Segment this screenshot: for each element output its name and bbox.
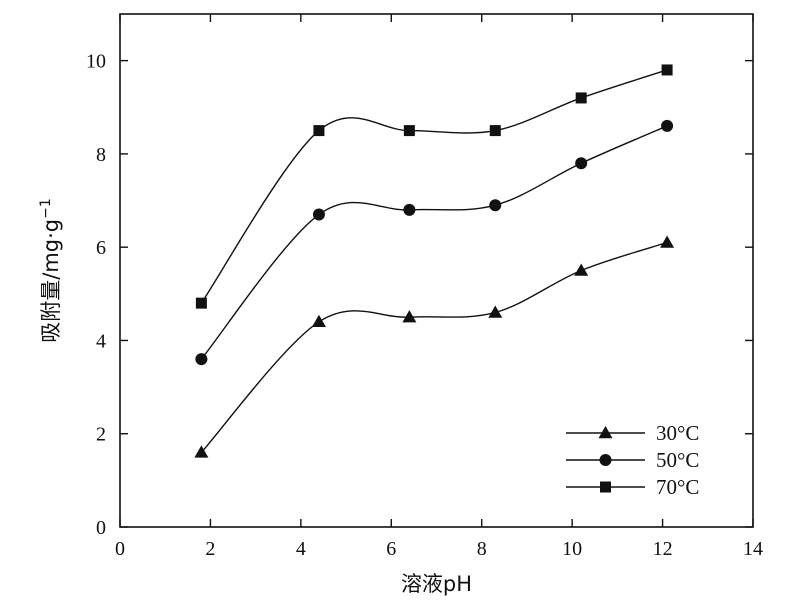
legend-marker (598, 426, 613, 439)
x-tick-label: 10 (562, 538, 582, 560)
axis-ticks: 0 2 4 6 8 10 12 14 0 2 4 6 8 10 (86, 14, 763, 560)
plot-frame (119, 13, 754, 528)
data-point (575, 92, 587, 104)
y-tick-label: 4 (96, 330, 106, 352)
data-point (403, 203, 416, 216)
series-triangle (194, 235, 675, 458)
x-tick-label: 12 (653, 538, 673, 560)
series-layer (194, 64, 675, 458)
y-tick-label: 8 (96, 144, 106, 166)
data-point (661, 64, 673, 76)
plot-border (119, 13, 754, 528)
data-point (311, 314, 326, 328)
y-tick-label: 6 (96, 237, 106, 259)
series-line (200, 69, 668, 304)
data-point (313, 125, 325, 137)
y-tick-label: 2 (96, 424, 106, 446)
data-point (660, 235, 675, 248)
y-axis-label-main: 吸附量/mg·g (39, 219, 63, 343)
y-tick-label: 0 (96, 517, 106, 539)
series-circle (195, 119, 674, 366)
x-tick-label: 6 (386, 538, 396, 560)
x-tick-label: 0 (115, 538, 125, 560)
legend-label: 50°C (656, 448, 699, 472)
legend-item: 50°C (566, 448, 699, 472)
x-tick-label: 8 (477, 538, 487, 560)
data-point (403, 125, 415, 137)
legend: 30°C 50°C 70°C (566, 421, 699, 499)
data-point (575, 157, 588, 170)
x-axis-label: 溶液pH (401, 572, 472, 596)
legend-label: 70°C (656, 475, 699, 499)
data-point (661, 119, 674, 132)
data-point (402, 310, 417, 323)
legend-marker (599, 454, 612, 466)
data-point (194, 445, 209, 458)
data-point (488, 305, 503, 318)
legend-label: 30°C (656, 421, 699, 445)
y-axis-label-superscript: −1 (38, 198, 54, 219)
data-point (195, 353, 208, 366)
series-line (200, 125, 668, 360)
legend-item: 30°C (566, 421, 699, 445)
legend-marker (600, 481, 611, 493)
x-tick-label: 2 (205, 538, 215, 560)
y-tick-label: 10 (86, 51, 106, 73)
x-tick-label: 4 (296, 538, 306, 560)
data-point (489, 199, 502, 212)
series-line (200, 241, 668, 453)
y-axis-label: 吸附量/mg·g−1 (38, 198, 63, 343)
x-tick-label: 14 (743, 538, 763, 560)
legend-item: 70°C (566, 475, 699, 499)
data-point (489, 125, 501, 137)
data-point (312, 208, 325, 221)
data-point (195, 297, 207, 309)
series-square (195, 64, 673, 309)
data-point (574, 263, 589, 276)
